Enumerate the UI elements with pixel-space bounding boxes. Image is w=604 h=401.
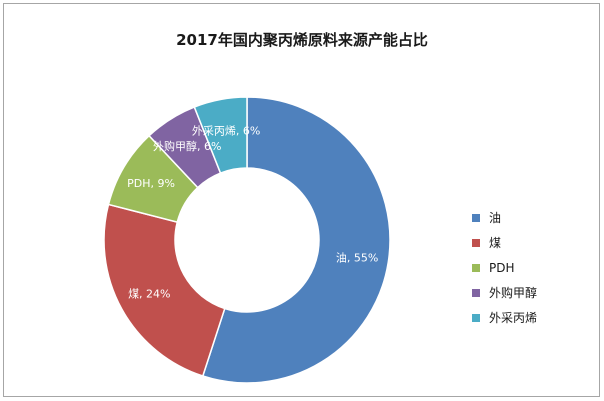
legend-label-coal: 煤 (489, 236, 501, 250)
legend-label-methanol: 外购甲醇 (489, 285, 537, 300)
legend-swatch-oil (472, 214, 480, 222)
chart-title: 2017年国内聚丙烯原料来源产能占比 (176, 31, 428, 49)
data-label-coal: 煤, 24% (128, 288, 170, 301)
legend-swatch-coal (472, 239, 480, 247)
data-labels-group: 油, 55% 煤, 24% PDH, 9% 外购甲醇, 6% 外采丙烯, 6% (127, 124, 378, 300)
data-label-propylene: 外采丙烯, 6% (192, 124, 260, 137)
data-label-oil: 油, 55% (336, 250, 378, 264)
legend-swatch-pdh (472, 264, 480, 272)
slice-propylene (193, 96, 248, 175)
data-label-pdh: PDH, 9% (127, 177, 175, 190)
legend-label-pdh: PDH (489, 261, 515, 275)
slices-group (103, 96, 391, 384)
legend-label-oil: 油 (489, 211, 501, 225)
legend-swatch-methanol (472, 289, 480, 297)
legend-swatch-propylene (472, 314, 480, 322)
legend-label-propylene: 外采丙烯 (489, 311, 537, 325)
data-label-methanol: 外购甲醇, 6% (153, 139, 221, 153)
slice-oil (201, 96, 391, 384)
slice-coal (103, 203, 226, 377)
